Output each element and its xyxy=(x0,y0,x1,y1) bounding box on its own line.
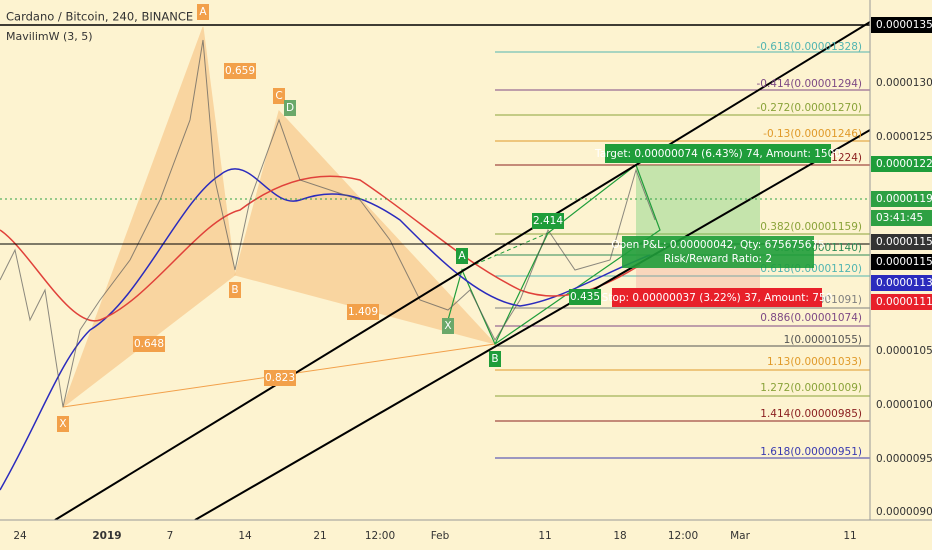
price-label: 0.00001192 xyxy=(876,193,932,205)
time-label: 18 xyxy=(613,530,626,542)
pattern-label: B xyxy=(231,284,238,296)
time-label: 11 xyxy=(538,530,551,542)
pattern-label: 0.435 xyxy=(570,291,600,303)
time-axis-labels: 24 2019 7 14 21 12:00 Feb 11 18 12:00 Ma… xyxy=(13,530,856,542)
time-label: Mar xyxy=(730,530,750,542)
fib-label: -0.272(0.00001270) xyxy=(756,102,862,114)
time-label: 2019 xyxy=(92,530,121,542)
pattern-label: 0.659 xyxy=(225,65,255,77)
price-path xyxy=(0,39,656,408)
target-label: Target: 0.00000074 (6.43%) 74, Amount: 1… xyxy=(594,148,841,160)
target-box xyxy=(605,144,831,163)
fib-lines xyxy=(495,51,870,459)
time-axis xyxy=(0,520,870,550)
pattern-label: D xyxy=(286,102,294,114)
ratio-label: Risk/Reward Ratio: 2 xyxy=(664,253,772,265)
time-label: Feb xyxy=(431,530,450,542)
fib-label: 1.618(0.00000951) xyxy=(760,446,862,458)
price-label: 0.00001354 xyxy=(876,19,932,31)
chart-title: Cardano / Bitcoin, 240, BINANCE xyxy=(6,10,193,24)
time-label: 21 xyxy=(313,530,326,542)
time-label: 7 xyxy=(167,530,174,542)
price-label: 0.00001139 xyxy=(876,277,932,289)
fib-label: 1.13(0.00001033) xyxy=(767,356,862,368)
pattern-label: 0.648 xyxy=(134,338,164,350)
fib-label: 1.414(0.00000985) xyxy=(760,408,862,420)
countdown-label: 03:41:45 xyxy=(876,212,923,224)
stop-box xyxy=(612,288,822,307)
ma-red xyxy=(0,175,641,322)
pattern-labels: A 0.659 C D B 0.648 X 0.823 1.409 X A 2.… xyxy=(57,4,601,432)
channel-upper xyxy=(54,21,871,521)
pattern-label: X xyxy=(444,320,451,332)
time-label: 12:00 xyxy=(365,530,395,542)
ma-blue xyxy=(0,168,651,491)
time-label: 11 xyxy=(843,530,856,542)
pattern-label: C xyxy=(275,90,282,102)
time-label: 12:00 xyxy=(668,530,698,542)
pattern-label: 0.823 xyxy=(265,372,295,384)
pattern-label: 2.414 xyxy=(533,215,563,227)
stop-label: Stop: 0.00000037 (3.22%) 37, Amount: 750 xyxy=(602,292,833,304)
pattern-label: X xyxy=(59,418,66,430)
fib-label: -0.13(0.00001246) xyxy=(763,128,862,140)
price-label: 0.00001224 xyxy=(876,158,932,170)
channel-lower xyxy=(194,129,871,521)
fib-label: 1.272(0.00001009) xyxy=(760,382,862,394)
pattern-label: A xyxy=(199,6,207,18)
pnl-box xyxy=(622,236,814,268)
pattern-label: 1.409 xyxy=(348,306,378,318)
pattern-label: B xyxy=(491,353,498,365)
fib-label: -0.618(0.00001328) xyxy=(756,41,862,53)
price-label: 0.00001113 xyxy=(876,296,932,308)
open-pnl-label: Open P&L: 0.00000042, Qty: 675675675 xyxy=(611,239,825,251)
fib-label: 0.382(0.00001159) xyxy=(760,221,862,233)
time-label: 24 xyxy=(13,530,27,542)
fib-label: 0.886(0.00001074) xyxy=(760,312,862,324)
fib-label: 1(0.00001055) xyxy=(784,334,862,346)
time-label: 14 xyxy=(238,530,252,542)
pattern-label: A xyxy=(458,250,466,262)
indicator-label: MavilimW (3, 5) xyxy=(6,30,93,43)
fib-label: -0.414(0.00001294) xyxy=(756,78,862,90)
price-label: 0.00000900 xyxy=(876,506,932,518)
